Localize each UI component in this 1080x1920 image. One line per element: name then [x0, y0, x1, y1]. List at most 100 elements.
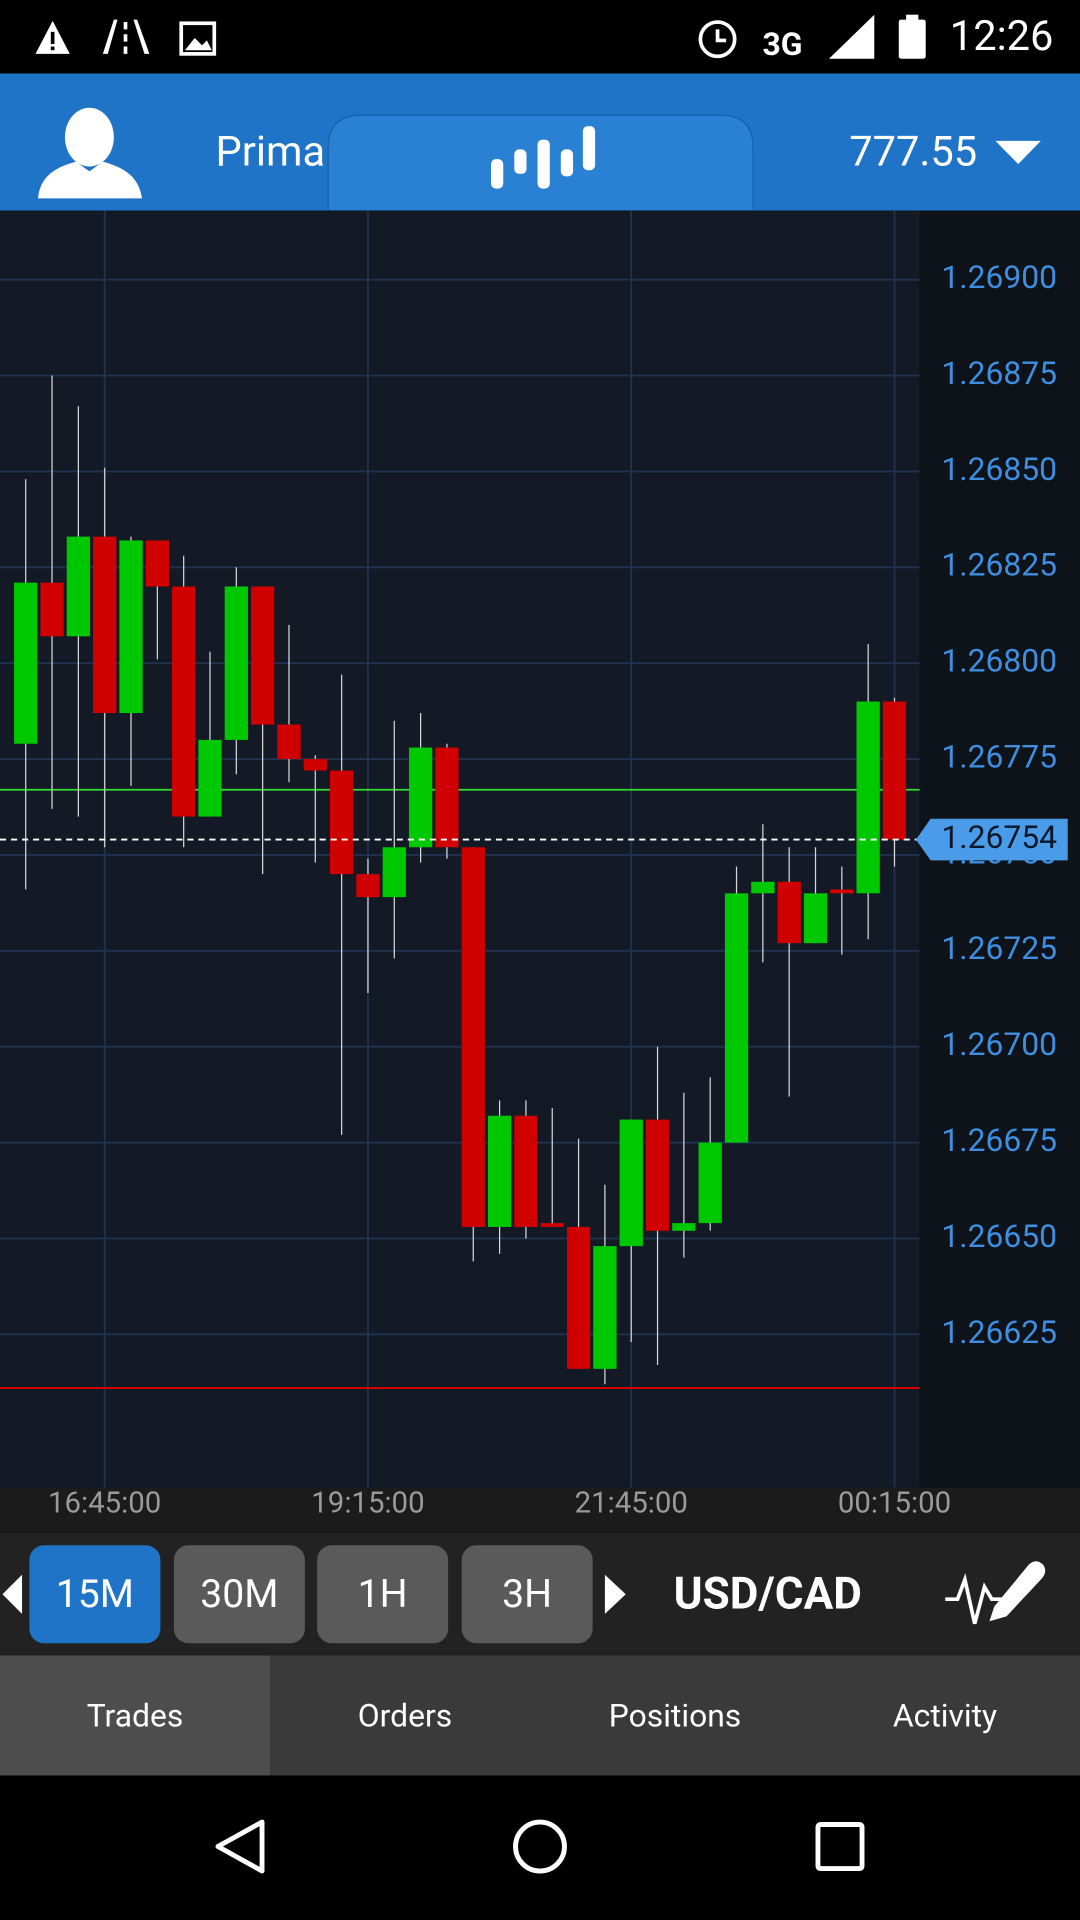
y-tick-label: 1.26800 [941, 642, 1057, 680]
balance[interactable]: 777.55 [849, 127, 977, 176]
current-price-label: 1.26754 [941, 818, 1057, 856]
time-axis-panel [0, 1487, 1080, 1534]
status-icons-right [698, 14, 926, 59]
timeframe-button[interactable] [173, 1545, 305, 1644]
x-tick-label: 16:45:00 [48, 1487, 161, 1521]
candle-body [330, 770, 354, 875]
candle-body [672, 1223, 696, 1231]
bars-icon-bar [491, 159, 504, 189]
nav-back[interactable] [215, 1819, 265, 1874]
tab[interactable] [0, 1655, 270, 1776]
candle-body [540, 1223, 564, 1227]
candle-body [224, 586, 248, 740]
warning-mark [50, 31, 55, 45]
candle-body [566, 1226, 591, 1369]
battery-tip [906, 14, 919, 21]
signal-icon [828, 14, 875, 59]
avatar-body [37, 161, 143, 199]
candle-body [593, 1246, 617, 1369]
y-tick-label: 1.26775 [941, 737, 1057, 775]
warning-dot [50, 46, 55, 51]
status-icons-left [35, 19, 217, 56]
draw-tool-icon[interactable] [945, 1561, 1046, 1625]
plot-area [0, 210, 920, 1488]
candle-body [461, 847, 485, 1227]
candle-body [198, 739, 222, 817]
x-tick-label: 21:45:00 [575, 1487, 688, 1521]
candle-body [856, 701, 880, 894]
bars-icon-bar [537, 139, 550, 189]
candle-body [356, 874, 380, 898]
pencil-icon [989, 1561, 1046, 1622]
battery-icon [898, 19, 926, 59]
scroll-left[interactable] [2, 1574, 23, 1614]
scroll-right[interactable] [604, 1574, 626, 1614]
y-tick-label: 1.26875 [941, 354, 1057, 392]
timeframe-button[interactable] [461, 1545, 593, 1644]
avatar[interactable] [37, 107, 143, 199]
candle-body [40, 582, 64, 637]
tab[interactable] [270, 1655, 540, 1776]
tab-label: Trades [87, 1696, 184, 1734]
nav-recents[interactable] [815, 1822, 865, 1872]
timeframe-label: 1H [358, 1571, 408, 1617]
candle-body [698, 1142, 722, 1224]
candle-body [619, 1119, 643, 1247]
clock: 12:26 [950, 12, 1054, 61]
bars-icon-bar [582, 126, 596, 171]
y-tick-label: 1.26900 [941, 258, 1057, 296]
candle-body [14, 582, 38, 744]
candle-body [777, 881, 801, 944]
timeframe-label: 30M [200, 1571, 278, 1617]
y-tick-label: 1.26850 [941, 450, 1057, 488]
tab-label: Activity [893, 1696, 997, 1734]
candle-body [277, 724, 301, 760]
candle-body [487, 1115, 512, 1227]
y-tick-label: 1.26700 [941, 1025, 1057, 1063]
candle-body [514, 1115, 538, 1227]
timeframe-button[interactable] [317, 1545, 449, 1644]
account-name: Prima [216, 127, 326, 176]
alarm-hands [715, 29, 727, 43]
timeframe-label: 15M [56, 1571, 134, 1617]
y-tick-label: 1.26650 [941, 1217, 1057, 1255]
bars-icon [491, 126, 596, 189]
tab[interactable] [540, 1655, 810, 1776]
candle-body [382, 847, 406, 898]
y-tick-label: 1.26825 [941, 546, 1057, 584]
candle-body [172, 586, 196, 817]
candle-body [724, 893, 749, 1143]
candle-body [251, 586, 275, 725]
y-tick-label: 1.26725 [941, 929, 1057, 967]
tab-label: Orders [358, 1696, 452, 1734]
road-icon [102, 19, 150, 54]
timeframe-buttons: 15M 30M 1H 3H [29, 1545, 593, 1644]
symbol[interactable]: USD/CAD [674, 1567, 862, 1619]
x-tick-label: 19:15:00 [311, 1487, 424, 1521]
candle-body [882, 701, 907, 840]
candle-body [66, 536, 90, 637]
candle-body [830, 889, 854, 894]
x-tick-label: 00:15:00 [838, 1487, 951, 1521]
timeframe-label: 3H [502, 1571, 552, 1617]
y-tick-label: 1.26625 [941, 1313, 1057, 1351]
tab[interactable] [810, 1655, 1080, 1776]
tab-label: Positions [609, 1696, 742, 1734]
balance-dropdown[interactable] [995, 140, 1041, 165]
network-type: 3G [762, 25, 802, 63]
candle-body [93, 536, 117, 714]
image-icon-mountain [184, 37, 212, 51]
candle-body [119, 540, 143, 714]
timeframe-button[interactable] [29, 1545, 161, 1644]
nav-home[interactable] [513, 1819, 567, 1874]
candle-body [435, 747, 459, 848]
tab-bar: Trades Orders Positions Activity [0, 1655, 1080, 1776]
wave-icon [945, 1573, 1002, 1625]
candle-body [303, 759, 327, 771]
candle-body [803, 893, 828, 944]
candle-body [145, 540, 169, 587]
candle-body [408, 747, 433, 848]
candle-body [751, 881, 775, 894]
